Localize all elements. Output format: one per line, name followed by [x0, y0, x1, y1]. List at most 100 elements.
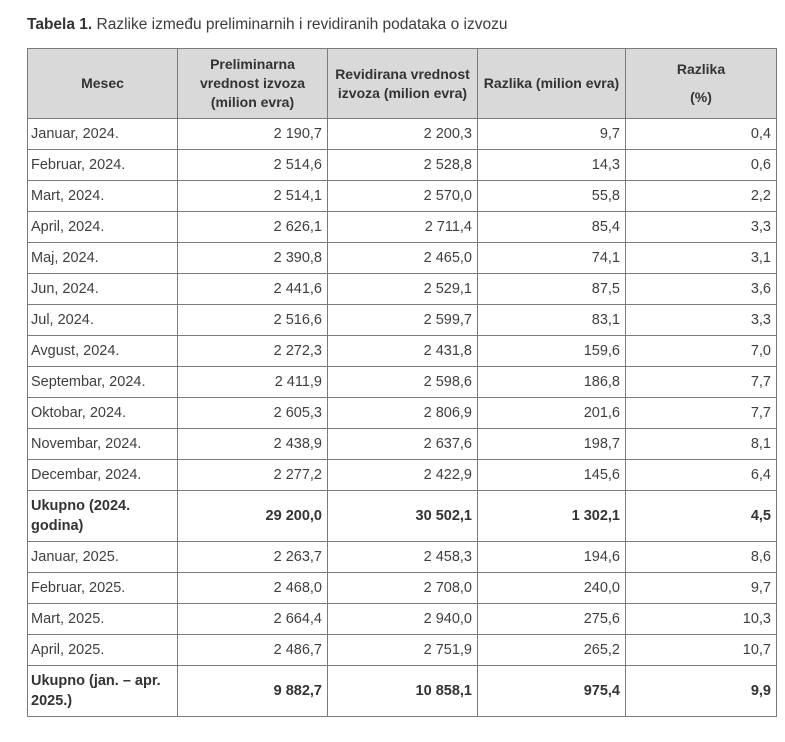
page: Tabela 1. Razlike između preliminarnih i…: [27, 15, 785, 717]
revised-value-cell: 2 806,9: [327, 397, 478, 429]
difference-cell: 1 302,1: [477, 490, 626, 542]
month-cell: April, 2025.: [27, 634, 178, 666]
month-cell: Jul, 2024.: [27, 304, 178, 336]
difference-cell: 9,7: [477, 118, 626, 150]
preliminary-value-cell: 2 438,9: [177, 428, 328, 460]
revised-value-cell: 2 528,8: [327, 149, 478, 181]
preliminary-value-cell: 9 882,7: [177, 665, 328, 717]
month-cell: Novembar, 2024.: [27, 428, 178, 460]
difference-pct-cell: 8,1: [625, 428, 777, 460]
table-caption: Tabela 1. Razlike između preliminarnih i…: [27, 15, 785, 35]
month-cell: Jun, 2024.: [27, 273, 178, 305]
column-header-razlika-procenat-line1: Razlika: [676, 61, 726, 77]
difference-pct-cell: 3,3: [625, 304, 777, 336]
table-row: Oktobar, 2024. 2 605,3 2 806,9 201,6 7,7: [27, 397, 777, 429]
difference-cell: 975,4: [477, 665, 626, 717]
revised-value-cell: 2 465,0: [327, 242, 478, 274]
preliminary-value-cell: 2 514,1: [177, 180, 328, 212]
month-cell: Maj, 2024.: [27, 242, 178, 274]
difference-pct-cell: 10,7: [625, 634, 777, 666]
difference-pct-cell: 4,5: [625, 490, 777, 542]
difference-pct-cell: 6,4: [625, 459, 777, 491]
preliminary-value-cell: 2 514,6: [177, 149, 328, 181]
preliminary-value-cell: 2 411,9: [177, 366, 328, 398]
table-caption-label: Tabela 1.: [27, 16, 93, 33]
table-row: Maj, 2024. 2 390,8 2 465,0 74,1 3,1: [27, 242, 777, 274]
difference-pct-cell: 0,6: [625, 149, 777, 181]
preliminary-value-cell: 2 626,1: [177, 211, 328, 243]
revised-value-cell: 2 599,7: [327, 304, 478, 336]
revised-value-cell: 10 858,1: [327, 665, 478, 717]
month-cell: Ukupno (2024. godina): [27, 490, 178, 542]
month-cell: April, 2024.: [27, 211, 178, 243]
revised-value-cell: 2 458,3: [327, 541, 478, 573]
difference-pct-cell: 3,3: [625, 211, 777, 243]
revised-value-cell: 2 598,6: [327, 366, 478, 398]
table-row: Februar, 2024. 2 514,6 2 528,8 14,3 0,6: [27, 149, 777, 181]
difference-cell: 240,0: [477, 572, 626, 604]
month-cell: Januar, 2025.: [27, 541, 178, 573]
table-row: Jun, 2024. 2 441,6 2 529,1 87,5 3,6: [27, 273, 777, 305]
month-cell: Januar, 2024.: [27, 118, 178, 150]
difference-pct-cell: 9,7: [625, 572, 777, 604]
month-cell: Oktobar, 2024.: [27, 397, 178, 429]
preliminary-value-cell: 2 468,0: [177, 572, 328, 604]
table-row: Septembar, 2024. 2 411,9 2 598,6 186,8 7…: [27, 366, 777, 398]
difference-cell: 198,7: [477, 428, 626, 460]
table-row: Decembar, 2024. 2 277,2 2 422,9 145,6 6,…: [27, 459, 777, 491]
preliminary-value-cell: 2 272,3: [177, 335, 328, 367]
header-row: Mesec Preliminarna vrednost izvoza (mili…: [27, 48, 777, 119]
difference-cell: 201,6: [477, 397, 626, 429]
month-cell: Septembar, 2024.: [27, 366, 178, 398]
difference-pct-cell: 10,3: [625, 603, 777, 635]
preliminary-value-cell: 2 441,6: [177, 273, 328, 305]
table-row: Avgust, 2024. 2 272,3 2 431,8 159,6 7,0: [27, 335, 777, 367]
difference-pct-cell: 9,9: [625, 665, 777, 717]
revised-value-cell: 2 940,0: [327, 603, 478, 635]
table-row: Mart, 2024. 2 514,1 2 570,0 55,8 2,2: [27, 180, 777, 212]
total-row-2025: Ukupno (jan. – apr. 2025.) 9 882,7 10 85…: [27, 665, 777, 717]
difference-pct-cell: 7,7: [625, 397, 777, 429]
difference-cell: 145,6: [477, 459, 626, 491]
preliminary-value-cell: 2 190,7: [177, 118, 328, 150]
preliminary-value-cell: 2 486,7: [177, 634, 328, 666]
difference-cell: 265,2: [477, 634, 626, 666]
month-cell: Februar, 2025.: [27, 572, 178, 604]
preliminary-value-cell: 2 277,2: [177, 459, 328, 491]
preliminary-value-cell: 2 390,8: [177, 242, 328, 274]
column-header-revidirana: Revidirana vrednost izvoza (milion evra): [327, 48, 478, 119]
preliminary-value-cell: 2 605,3: [177, 397, 328, 429]
difference-cell: 83,1: [477, 304, 626, 336]
month-cell: Ukupno (jan. – apr. 2025.): [27, 665, 178, 717]
preliminary-value-cell: 2 516,6: [177, 304, 328, 336]
difference-cell: 159,6: [477, 335, 626, 367]
column-header-razlika-procenat: Razlika (%): [625, 48, 777, 119]
table-row: April, 2025. 2 486,7 2 751,9 265,2 10,7: [27, 634, 777, 666]
difference-pct-cell: 0,4: [625, 118, 777, 150]
preliminary-value-cell: 29 200,0: [177, 490, 328, 542]
difference-pct-cell: 3,1: [625, 242, 777, 274]
revised-value-cell: 2 422,9: [327, 459, 478, 491]
month-cell: Mart, 2025.: [27, 603, 178, 635]
difference-pct-cell: 7,7: [625, 366, 777, 398]
revised-value-cell: 2 711,4: [327, 211, 478, 243]
column-header-razlika-procenat-line2: (%): [690, 89, 712, 105]
difference-cell: 87,5: [477, 273, 626, 305]
column-header-preliminarna: Preliminarna vrednost izvoza (milion evr…: [177, 48, 328, 119]
revised-value-cell: 2 200,3: [327, 118, 478, 150]
table-row: Mart, 2025. 2 664,4 2 940,0 275,6 10,3: [27, 603, 777, 635]
difference-cell: 85,4: [477, 211, 626, 243]
revised-value-cell: 2 529,1: [327, 273, 478, 305]
table-row: Novembar, 2024. 2 438,9 2 637,6 198,7 8,…: [27, 428, 777, 460]
revised-value-cell: 2 570,0: [327, 180, 478, 212]
table-row: Januar, 2024. 2 190,7 2 200,3 9,7 0,4: [27, 118, 777, 150]
month-cell: Mart, 2024.: [27, 180, 178, 212]
table-row: Januar, 2025. 2 263,7 2 458,3 194,6 8,6: [27, 541, 777, 573]
export-differences-table: Mesec Preliminarna vrednost izvoza (mili…: [27, 48, 777, 717]
table-row: Jul, 2024. 2 516,6 2 599,7 83,1 3,3: [27, 304, 777, 336]
month-cell: Avgust, 2024.: [27, 335, 178, 367]
total-row-2024: Ukupno (2024. godina) 29 200,0 30 502,1 …: [27, 490, 777, 542]
difference-pct-cell: 2,2: [625, 180, 777, 212]
difference-cell: 14,3: [477, 149, 626, 181]
preliminary-value-cell: 2 664,4: [177, 603, 328, 635]
